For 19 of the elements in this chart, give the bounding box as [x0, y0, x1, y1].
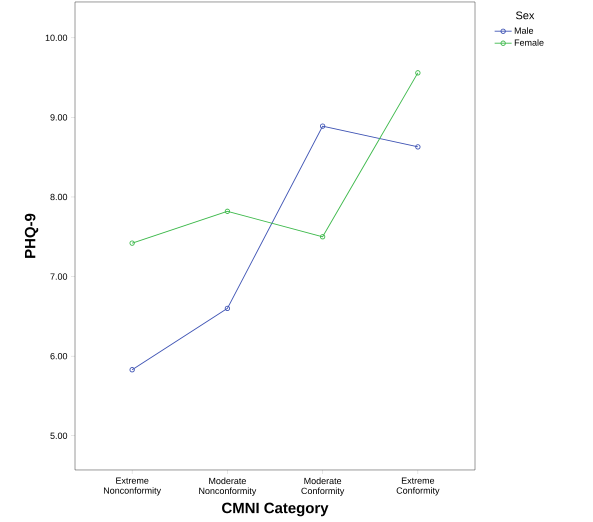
point [224, 306, 230, 312]
y-tick-label: 9.00 [50, 114, 68, 121]
y-axis-title: PHQ-9 [24, 214, 38, 258]
x-tick-label: Extreme Nonconformity [104, 478, 162, 496]
legend-label: Male [514, 27, 534, 34]
legend-title: Sex [516, 12, 534, 20]
point [224, 208, 230, 214]
x-tick-label: Moderate Conformity [301, 478, 344, 496]
point [320, 234, 326, 240]
point [320, 124, 326, 129]
legend-label: Female [514, 39, 544, 46]
x-axis-title: CMNI Category [222, 502, 328, 516]
x-tick-label: Moderate Nonconformity [199, 478, 256, 496]
x-tick-label: Extreme Conformity [396, 478, 440, 496]
y-tick-label: 6.00 [50, 352, 68, 360]
y-tick-label: 10.00 [46, 34, 68, 41]
y-tick-label: 5.00 [50, 432, 68, 439]
y-tick-label: 8.00 [50, 194, 68, 200]
y-tick-label: 7.00 [50, 273, 68, 280]
